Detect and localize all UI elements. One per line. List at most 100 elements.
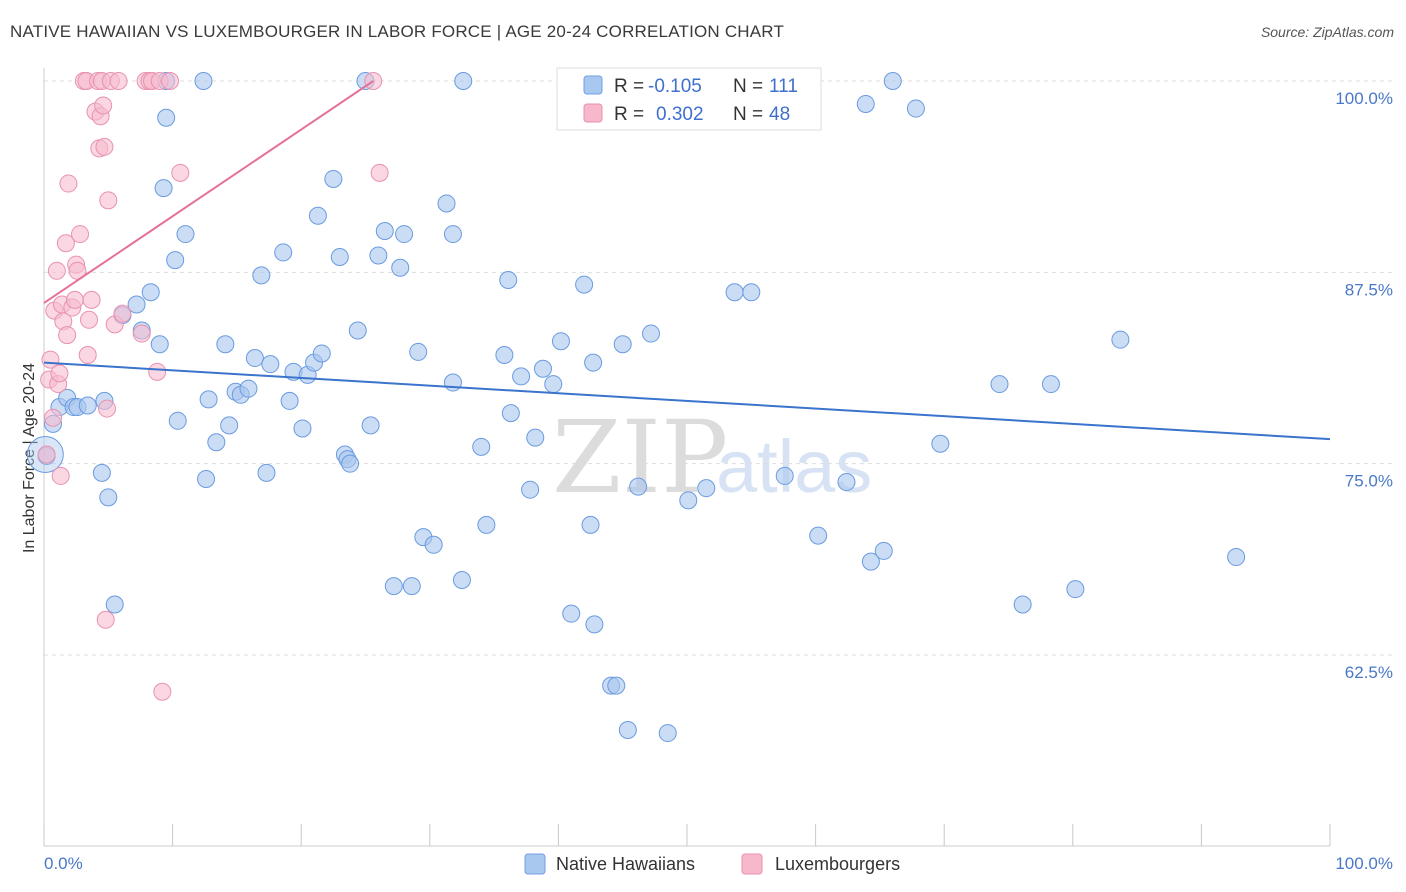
data-point-luxembourger bbox=[71, 225, 90, 244]
data-point-luxembourger bbox=[80, 310, 99, 329]
data-point-luxembourger bbox=[56, 234, 75, 253]
data-point-native-hawaiian bbox=[150, 335, 169, 354]
data-point-native-hawaiian bbox=[1066, 580, 1085, 599]
data-point-native-hawaiian bbox=[837, 473, 856, 492]
data-point-luxembourger bbox=[37, 445, 56, 464]
data-point-native-hawaiian bbox=[312, 344, 331, 363]
data-point-native-hawaiian bbox=[197, 469, 216, 488]
data-point-native-hawaiian bbox=[261, 355, 280, 374]
data-point-native-hawaiian bbox=[199, 390, 218, 409]
data-point-native-hawaiian bbox=[521, 480, 540, 499]
legend-n-value-blue: 111 bbox=[769, 76, 798, 97]
data-point-luxembourger bbox=[96, 610, 115, 629]
data-point-native-hawaiian bbox=[742, 283, 761, 302]
data-point-native-hawaiian bbox=[245, 349, 264, 368]
data-point-native-hawaiian bbox=[607, 676, 626, 695]
data-point-luxembourger bbox=[171, 163, 190, 182]
data-point-native-hawaiian bbox=[856, 94, 875, 113]
data-point-native-hawaiian bbox=[216, 335, 235, 354]
data-point-native-hawaiian bbox=[330, 248, 349, 267]
data-point-native-hawaiian bbox=[443, 225, 462, 244]
data-point-native-hawaiian bbox=[613, 335, 632, 354]
data-point-native-hawaiian bbox=[477, 515, 496, 534]
data-point-native-hawaiian bbox=[369, 246, 388, 265]
data-point-native-hawaiian bbox=[105, 595, 124, 614]
watermark-atlas: atlas bbox=[716, 425, 872, 508]
data-point-native-hawaiian bbox=[220, 416, 239, 435]
watermark-zip: ZIP bbox=[552, 399, 728, 516]
trend-lines bbox=[43, 80, 1331, 441]
data-point-native-hawaiian bbox=[127, 295, 146, 314]
data-point-native-hawaiian bbox=[725, 283, 744, 302]
data-point-native-hawaiian bbox=[533, 359, 552, 378]
data-point-luxembourger bbox=[82, 290, 101, 309]
data-point-luxembourger bbox=[153, 682, 172, 701]
chart-title: NATIVE HAWAIIAN VS LUXEMBOURGER IN LABOR… bbox=[10, 22, 785, 41]
data-point-native-hawaiian bbox=[154, 179, 173, 198]
data-point-native-hawaiian bbox=[501, 404, 520, 423]
y-tick-labels: 62.5% 75.0% 87.5% 100.0% bbox=[1335, 89, 1393, 682]
data-point-native-hawaiian bbox=[375, 222, 394, 241]
data-point-native-hawaiian bbox=[544, 375, 563, 394]
legend-swatch-pink bbox=[583, 103, 603, 123]
data-point-native-hawaiian bbox=[499, 270, 518, 289]
legend-r-value-pink: 0.302 bbox=[656, 104, 704, 125]
data-point-luxembourger bbox=[99, 191, 118, 210]
data-point-luxembourger bbox=[113, 304, 132, 323]
data-point-native-hawaiian bbox=[402, 577, 421, 596]
data-point-native-hawaiian bbox=[454, 72, 473, 90]
data-point-native-hawaiian bbox=[324, 169, 343, 188]
data-point-native-hawaiian bbox=[194, 72, 213, 90]
legend-swatch-blue bbox=[583, 75, 603, 95]
y-tick-label: 75.0% bbox=[1345, 472, 1393, 491]
bottom-legend-swatch-blue bbox=[524, 853, 546, 875]
data-point-native-hawaiian bbox=[176, 225, 195, 244]
data-point-native-hawaiian bbox=[452, 570, 471, 589]
data-point-native-hawaiian bbox=[641, 324, 660, 343]
data-point-native-hawaiian bbox=[92, 463, 111, 482]
data-point-native-hawaiian bbox=[861, 552, 880, 571]
data-point-native-hawaiian bbox=[252, 266, 271, 285]
data-point-native-hawaiian bbox=[551, 332, 570, 351]
data-point-luxembourger bbox=[44, 408, 63, 427]
data-point-luxembourger bbox=[370, 163, 389, 182]
data-point-luxembourger bbox=[50, 364, 69, 383]
data-point-native-hawaiian bbox=[424, 535, 443, 554]
data-point-native-hawaiian bbox=[584, 353, 603, 372]
y-tick-label: 100.0% bbox=[1335, 89, 1393, 108]
data-point-native-hawaiian bbox=[157, 108, 176, 127]
data-point-native-hawaiian bbox=[575, 275, 594, 294]
data-point-native-hawaiian bbox=[168, 411, 187, 430]
data-point-native-hawaiian bbox=[883, 72, 902, 90]
data-point-luxembourger bbox=[51, 466, 70, 485]
data-point-native-hawaiian bbox=[239, 379, 258, 398]
series-legend: Native Hawaiians Luxembourgers bbox=[524, 853, 900, 875]
data-point-luxembourger bbox=[65, 290, 84, 309]
data-point-luxembourger bbox=[132, 324, 151, 343]
data-point-luxembourger bbox=[109, 72, 128, 90]
data-point-native-hawaiian bbox=[391, 258, 410, 277]
data-point-native-hawaiian bbox=[658, 724, 677, 743]
data-point-native-hawaiian bbox=[809, 526, 828, 545]
legend-r-label: R = bbox=[614, 104, 644, 125]
data-point-native-hawaiian bbox=[409, 342, 428, 361]
series-native-hawaiians bbox=[26, 72, 1246, 743]
bottom-legend-label-pink: Luxembourgers bbox=[775, 854, 900, 874]
data-point-native-hawaiian bbox=[1227, 548, 1246, 567]
data-point-native-hawaiian bbox=[472, 437, 491, 456]
data-point-luxembourger bbox=[95, 137, 114, 156]
data-point-native-hawaiian bbox=[495, 345, 514, 364]
data-point-native-hawaiian bbox=[581, 515, 600, 534]
data-point-native-hawaiian bbox=[274, 243, 293, 262]
y-tick-label: 87.5% bbox=[1345, 280, 1393, 299]
data-point-native-hawaiian bbox=[618, 721, 637, 740]
bottom-legend-swatch-pink bbox=[741, 853, 763, 875]
data-point-native-hawaiian bbox=[361, 416, 380, 435]
data-point-native-hawaiian bbox=[775, 466, 794, 485]
data-point-native-hawaiian bbox=[280, 391, 299, 410]
data-point-luxembourger bbox=[94, 96, 113, 115]
data-point-native-hawaiian bbox=[512, 367, 531, 386]
bottom-legend-label-blue: Native Hawaiians bbox=[556, 854, 695, 874]
x-ticks bbox=[43, 824, 1331, 846]
